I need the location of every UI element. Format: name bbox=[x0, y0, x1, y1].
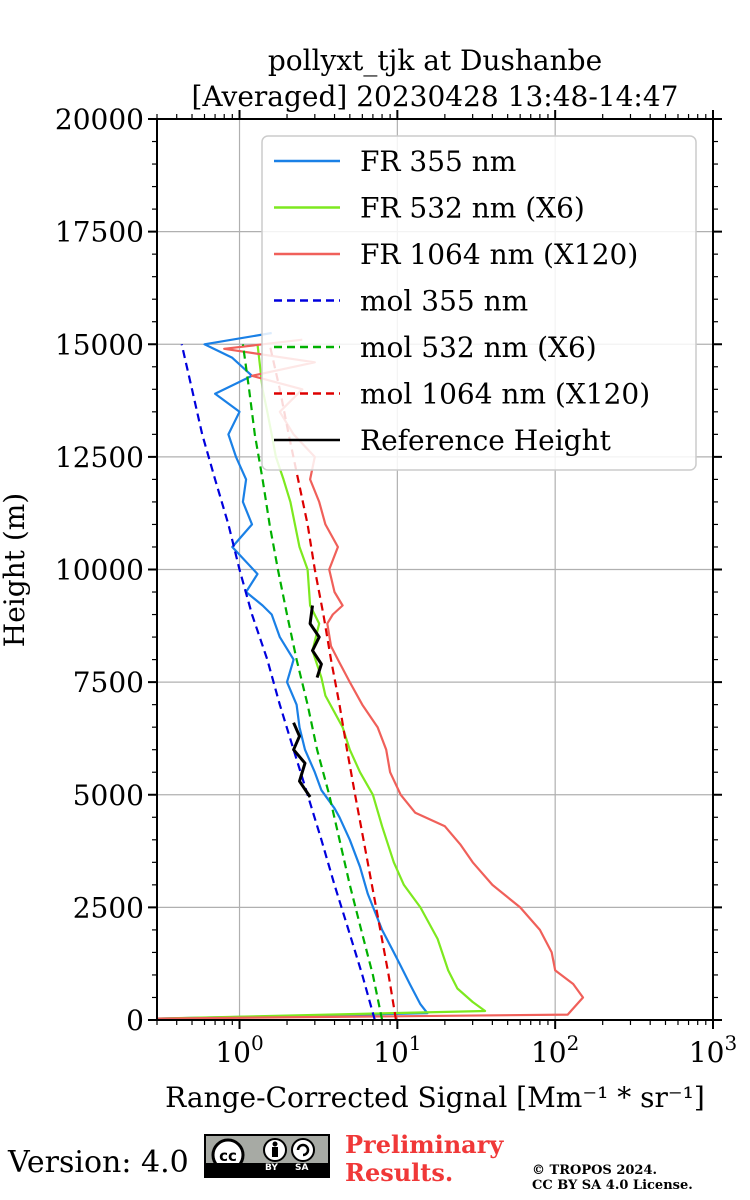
chart-title-line1: pollyxt_tjk at Dushanbe bbox=[267, 44, 603, 77]
cc-sa-text: SA bbox=[295, 1163, 309, 1173]
series-line bbox=[241, 344, 384, 1021]
y-tick-label: 2500 bbox=[73, 891, 144, 924]
series-line bbox=[180, 344, 376, 1021]
svg-text:cc: cc bbox=[219, 1147, 237, 1165]
chart-title-line2: [Averaged] 20230428 13:48-14:47 bbox=[191, 80, 679, 113]
x-tick-label: 102 bbox=[531, 1031, 579, 1069]
chart: 0 2500 5000 7500 10000 12500 15000 17500 20000 10… bbox=[0, 103, 737, 1114]
series-line bbox=[156, 331, 429, 1020]
x-tick-label: 101 bbox=[373, 1031, 421, 1069]
legend-label: mol 1064 nm (X120) bbox=[360, 378, 650, 411]
copyright-line1: © TROPOS 2024. bbox=[532, 1163, 658, 1178]
legend: FR 355 nm FR 532 nm (X6) FR 1064 nm (X120)… bbox=[261, 135, 697, 471]
y-axis-label: Height (m) bbox=[0, 493, 31, 647]
y-tick-label: 12500 bbox=[55, 441, 144, 474]
y-tick-label: 20000 bbox=[55, 103, 144, 136]
cc-by-text: BY bbox=[265, 1163, 278, 1173]
legend-label: FR 1064 nm (X120) bbox=[360, 238, 638, 271]
y-tick-label: 10000 bbox=[55, 554, 144, 587]
copyright-line2: CC BY SA 4.0 License. bbox=[532, 1178, 693, 1193]
x-tick-label: 100 bbox=[215, 1031, 263, 1069]
legend-label: FR 355 nm bbox=[360, 145, 516, 178]
sa-icon bbox=[291, 1138, 315, 1162]
y-tick-label: 7500 bbox=[73, 666, 144, 699]
series-line bbox=[292, 722, 312, 798]
legend-label: mol 355 nm bbox=[360, 285, 528, 318]
y-tick-label: 5000 bbox=[73, 779, 144, 812]
preliminary-line2: Results. bbox=[345, 1158, 454, 1187]
legend-label: mol 532 nm (X6) bbox=[360, 331, 597, 364]
series-line bbox=[308, 605, 323, 679]
preliminary-results: Preliminary Results. bbox=[345, 1131, 503, 1187]
x-axis-label: Range-Corrected Signal [Mm⁻¹ * sr⁻¹] bbox=[165, 1081, 705, 1114]
y-tick-label: 17500 bbox=[55, 216, 144, 249]
ticks: 0 2500 5000 7500 10000 12500 15000 17500 20000 10… bbox=[55, 103, 737, 1069]
legend-label: Reference Height bbox=[360, 424, 612, 457]
y-tick-label: 15000 bbox=[55, 328, 144, 361]
cc-license-badge: cc BY SA bbox=[204, 1134, 330, 1178]
x-tick-label: 103 bbox=[689, 1031, 737, 1069]
legend-box bbox=[261, 135, 697, 471]
version-label: Version: 4.0 bbox=[8, 1145, 189, 1180]
copyright: © TROPOS 2024. CC BY SA 4.0 License. bbox=[532, 1163, 693, 1193]
legend-label: FR 532 nm (X6) bbox=[360, 192, 585, 225]
preliminary-line1: Preliminary bbox=[345, 1130, 504, 1159]
y-tick-label: 0 bbox=[126, 1004, 144, 1037]
